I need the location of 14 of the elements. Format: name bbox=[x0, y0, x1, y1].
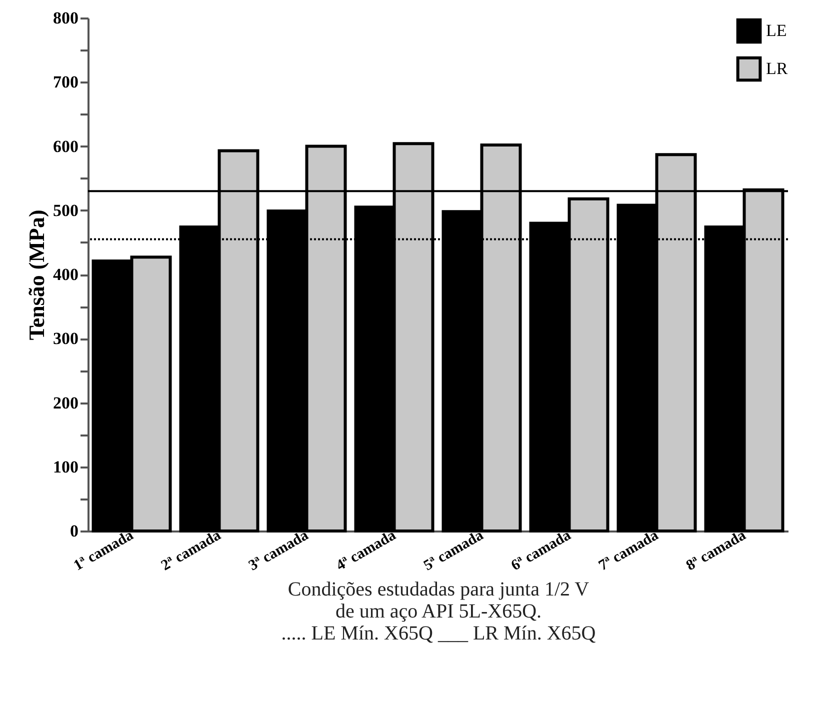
y-tick-label: 800 bbox=[53, 8, 78, 28]
legend-label: LR bbox=[766, 59, 788, 78]
y-tick-label: 300 bbox=[53, 329, 78, 348]
y-tick-label: 0 bbox=[70, 522, 78, 540]
x-axis-title: Condições estudadas para junta 1/2 V de um aço API 5L-X65Q. bbox=[288, 578, 590, 622]
y-tick-label: 700 bbox=[53, 72, 78, 92]
legend-label: LE bbox=[766, 21, 787, 40]
y-axis-title: Tensão (MPa) bbox=[24, 210, 49, 340]
y-tick-label: 600 bbox=[53, 136, 78, 156]
y-tick-label: 200 bbox=[53, 393, 78, 412]
text: ..... LE Mín. X65Q ___ LR Mín. X65Q bbox=[281, 622, 596, 644]
y-tick-label: 400 bbox=[53, 265, 78, 284]
y-tick-label: 500 bbox=[53, 200, 78, 220]
y-tick-label: 100 bbox=[53, 457, 78, 476]
